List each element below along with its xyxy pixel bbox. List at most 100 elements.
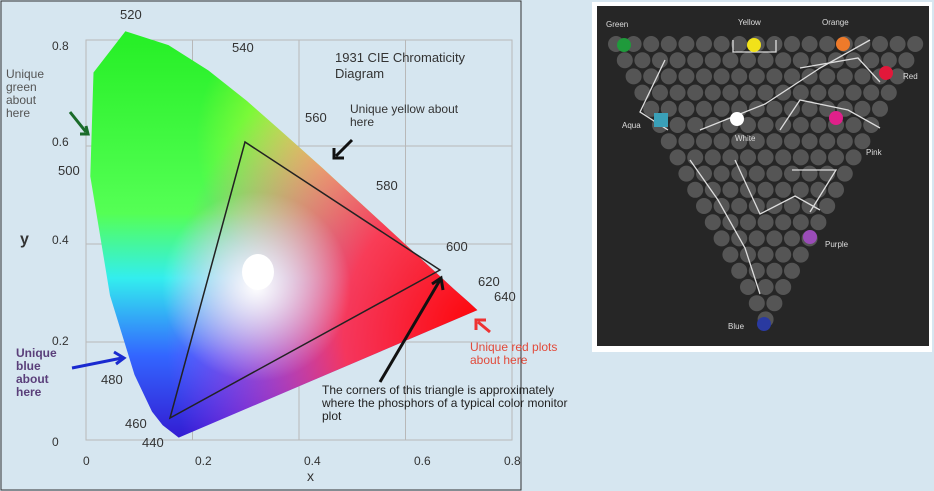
grid-dot [687, 149, 703, 165]
color-marker [617, 38, 631, 52]
grid-dot [749, 230, 765, 246]
grid-dot [766, 166, 782, 182]
grid-dot [846, 85, 862, 101]
grid-dot [652, 85, 668, 101]
grid-dot [696, 198, 712, 214]
grid-dot [661, 36, 677, 52]
grid-dot [819, 68, 835, 84]
grid-dot [740, 182, 756, 198]
x-tick-label: 0 [83, 455, 90, 468]
diagram-title: 1931 CIE Chromaticity Diagram [335, 50, 505, 82]
grid-dot [626, 68, 642, 84]
grid-dot [793, 85, 809, 101]
grid-dot [890, 36, 906, 52]
grid-dot [731, 68, 747, 84]
grid-dot [731, 198, 747, 214]
grid-dot [898, 52, 914, 68]
grid-dot [810, 85, 826, 101]
grid-dot [740, 52, 756, 68]
annotation: Unique green about here [6, 68, 61, 120]
color-label: Aqua [622, 121, 641, 130]
color-label: Blue [728, 322, 744, 331]
grid-dot [793, 247, 809, 263]
grid-dot [670, 149, 686, 165]
grid-dot [837, 166, 853, 182]
grid-dot [687, 52, 703, 68]
grid-dot [828, 85, 844, 101]
grid-dot [775, 149, 791, 165]
grid-dot [670, 52, 686, 68]
grid-dot [749, 295, 765, 311]
grid-dot [907, 36, 923, 52]
grid-dot [881, 85, 897, 101]
grid-dot [775, 247, 791, 263]
wavelength-label: 500 [58, 164, 80, 177]
grid-dot [793, 149, 809, 165]
grid-dot [846, 117, 862, 133]
grid-dot [793, 52, 809, 68]
grid-dot [714, 36, 730, 52]
wavelength-label: 520 [120, 8, 142, 21]
grid-dot [705, 214, 721, 230]
grid-dot [678, 36, 694, 52]
grid-dot [740, 247, 756, 263]
grid-dot [678, 68, 694, 84]
annotation: Unique blue about here [16, 347, 71, 399]
grid-dot [758, 149, 774, 165]
grid-dot [775, 214, 791, 230]
color-marker [730, 112, 744, 126]
color-label: Yellow [738, 18, 761, 27]
wavelength-label: 480 [101, 373, 123, 386]
annotation: Unique red plots about here [470, 341, 580, 367]
grid-dot [758, 52, 774, 68]
grid-dot [846, 149, 862, 165]
grid-dot [696, 101, 712, 117]
y-tick-label: 0.6 [52, 136, 69, 149]
grid-dot [784, 263, 800, 279]
grid-dot [819, 198, 835, 214]
color-marker [836, 37, 850, 51]
grid-dot [766, 295, 782, 311]
grid-dot [766, 133, 782, 149]
x-tick-label: 0.2 [195, 455, 212, 468]
grid-dot [819, 36, 835, 52]
color-marker [757, 317, 771, 331]
grid-dot [784, 166, 800, 182]
grid-dot [872, 36, 888, 52]
color-marker [803, 230, 817, 244]
grid-dot [828, 182, 844, 198]
y-tick-label: 0.4 [52, 234, 69, 247]
grid-dot [634, 52, 650, 68]
grid-dot [722, 85, 738, 101]
grid-dot [766, 68, 782, 84]
grid-dot [722, 52, 738, 68]
grid-dot [722, 247, 738, 263]
grid-dot [696, 133, 712, 149]
grid-dot [810, 149, 826, 165]
grid-dot [617, 52, 633, 68]
grid-dot [793, 214, 809, 230]
wavelength-label: 560 [305, 111, 327, 124]
color-marker [879, 66, 893, 80]
grid-dot [775, 182, 791, 198]
grid-dot [678, 133, 694, 149]
grid-dot [766, 101, 782, 117]
grid-dot [881, 52, 897, 68]
grid-dot [837, 68, 853, 84]
grid-dot [775, 52, 791, 68]
grid-dot [740, 214, 756, 230]
grid-dot [819, 166, 835, 182]
grid-dot [670, 85, 686, 101]
grid-dot [687, 117, 703, 133]
grid-dot [740, 149, 756, 165]
grid-dot [749, 166, 765, 182]
annotation: The corners of this triangle is approxim… [322, 384, 572, 423]
wavelength-label: 460 [125, 417, 147, 430]
grid-dot [758, 182, 774, 198]
grid-dot [705, 85, 721, 101]
grid-dot [696, 36, 712, 52]
grid-dot [828, 149, 844, 165]
wavelength-label: 440 [142, 436, 164, 449]
grid-dot [749, 68, 765, 84]
grid-dot [802, 36, 818, 52]
